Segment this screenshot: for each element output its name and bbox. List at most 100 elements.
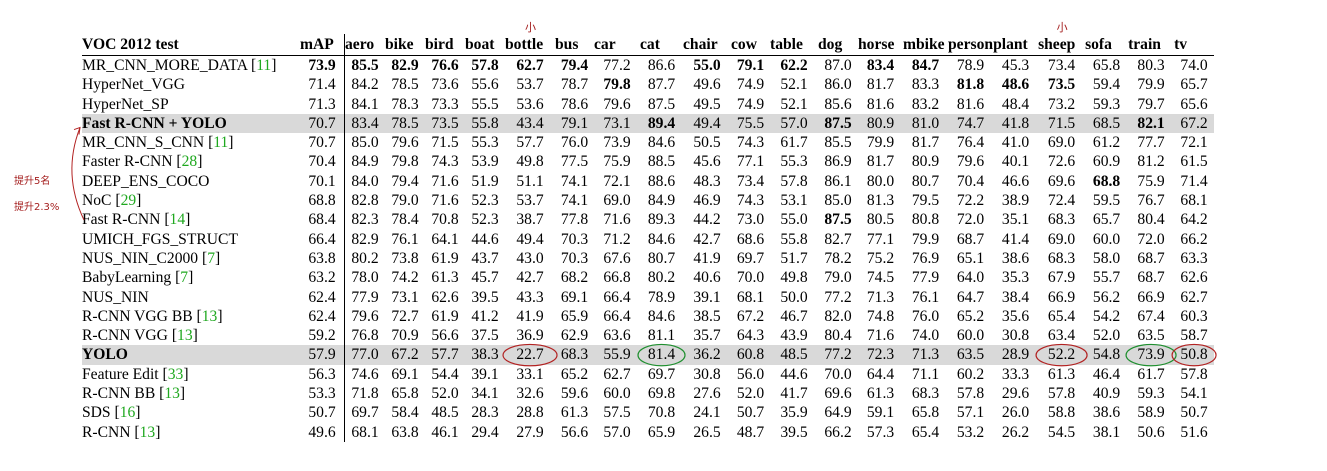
cell-bike: 79.4 (391, 172, 419, 190)
cell-chair: 42.7 (693, 230, 721, 248)
cell-sofa: 60.0 (1092, 230, 1121, 248)
cell-train: 61.7 (1137, 365, 1165, 383)
cell-mAP: 70.7 (300, 133, 345, 153)
cell-dog: 85.6 (824, 95, 852, 113)
citation-link[interactable]: 7 (180, 269, 189, 287)
cell-mAP: 68.8 (300, 191, 345, 211)
cell-bus: 74.1 (560, 172, 589, 190)
citation-link[interactable]: 16 (119, 404, 136, 422)
cell-boat: 45.7 (471, 269, 499, 287)
cell-cat: 89.3 (647, 211, 676, 229)
citation-link[interactable]: 11 (256, 57, 272, 74)
method-name: NUS_NIN_C2000 (82, 249, 199, 267)
cell-bird: 62.6 (431, 288, 459, 306)
cell-bottle: 51.1 (516, 172, 544, 190)
citation-link[interactable]: 14 (169, 211, 186, 229)
citation-link[interactable]: 13 (177, 327, 193, 345)
column-header-aero: aero (344, 34, 385, 56)
cell-tv: 67.2 (1174, 113, 1215, 134)
cell-mAP: 66.4 (300, 229, 345, 249)
citation-link[interactable]: 7 (207, 249, 215, 267)
cell-bus: 70.3 (560, 230, 589, 248)
cell-boat: 28.3 (471, 404, 499, 422)
citation-link[interactable]: 11 (213, 134, 229, 152)
citation-link[interactable]: 13 (201, 307, 218, 325)
cell-chair: 49.4 (683, 113, 731, 134)
citation-link[interactable]: 13 (139, 423, 156, 441)
cell-mAP: 53.3 (300, 384, 345, 404)
cell-bottle: 62.7 (516, 57, 544, 74)
cell-plant: 46.6 (1001, 172, 1030, 190)
table-row: NUS_NIN 62.4 77.9 73.1 62.6 39.5 43.3 69.1 66.4 7… (82, 287, 1214, 307)
cell-boat: 29.4 (471, 423, 499, 441)
cell-mbike: 80.7 (911, 172, 940, 190)
cell-bottle: 32.6 (516, 385, 544, 403)
method-name-cell: DEEP_ENS_COCO (82, 172, 300, 191)
cell-horse: 80.0 (866, 172, 895, 190)
cell-person: 70.4 (956, 172, 985, 190)
cell-tv: 57.8 (1180, 365, 1208, 383)
cell-dog: 77.2 (824, 288, 852, 306)
cell-bird: 57.7 (425, 345, 465, 365)
cell-bike: 79.8 (391, 153, 419, 171)
cell-dog: 86.0 (824, 76, 852, 94)
cell-cow: 73.0 (736, 211, 765, 229)
cell-bottle: 27.9 (516, 423, 544, 441)
column-header-sheep: sheep (1038, 34, 1086, 56)
cell-train: 80.3 (1137, 57, 1165, 74)
cell-sheep: 66.9 (1047, 288, 1076, 306)
method-name: NoC (82, 192, 112, 210)
cell-car: 79.8 (603, 76, 631, 94)
cell-mbike: 80.9 (911, 153, 940, 171)
cell-chair: 49.6 (693, 76, 721, 94)
cell-tv: 60.3 (1180, 307, 1208, 325)
cell-cow: 74.9 (736, 95, 765, 113)
citation-link[interactable]: 29 (120, 192, 137, 210)
cell-sheep: 65.4 (1047, 307, 1076, 325)
cell-cow: 52.0 (736, 385, 765, 403)
cell-horse: 80.5 (866, 211, 895, 229)
cell-table: 57.0 (770, 113, 818, 134)
cell-table: 57.8 (780, 172, 808, 190)
cell-sofa: 56.2 (1092, 288, 1121, 306)
citation-link[interactable]: 28 (181, 153, 198, 171)
table-row: Feature Edit [33] 56.3 74.6 69.1 54.4 39.1 33.… (82, 364, 1214, 385)
cell-chair: 45.6 (693, 153, 721, 171)
cell-plant: 41.4 (1001, 230, 1030, 248)
cell-mAP: 70.4 (300, 152, 345, 172)
citation-link[interactable]: 13 (164, 385, 180, 403)
cell-plant: 38.6 (1001, 249, 1030, 267)
cell-dog: 82.7 (824, 230, 852, 248)
column-header-table: table (770, 34, 818, 56)
cell-dog: 78.2 (824, 249, 852, 267)
citation-link[interactable]: 33 (167, 365, 184, 383)
cell-bus: 65.9 (560, 307, 589, 325)
method-name-cell: SDS [16] (82, 404, 141, 422)
cell-sofa: 55.7 (1092, 269, 1121, 287)
cell-sheep: 61.3 (1047, 365, 1076, 383)
cell-sofa: 54.8 (1085, 345, 1129, 365)
cell-car: 57.0 (603, 423, 631, 441)
cell-cow: 75.5 (731, 113, 770, 134)
cell-boat: 51.9 (471, 172, 499, 190)
cell-boat: 52.3 (471, 211, 499, 229)
cell-plant: 35.1 (1001, 211, 1030, 229)
cell-car: 73.1 (594, 113, 640, 134)
cell-horse: 71.3 (866, 288, 895, 306)
cell-sofa: 68.5 (1085, 113, 1129, 134)
method-name: NUS_NIN (82, 288, 149, 306)
cell-person: 60.0 (956, 327, 985, 345)
cell-train: 68.7 (1137, 269, 1165, 287)
cell-mAP: 50.7 (300, 403, 345, 423)
cell-bird: 73.3 (431, 95, 459, 113)
table-row: HyperNet_VGG 71.4 84.2 78.5 73.6 55.6 53.7 78.7… (82, 75, 1214, 95)
cell-mAP: 63.8 (300, 248, 345, 269)
cell-person: 64.0 (956, 269, 985, 287)
cell-plant: 35.6 (1001, 307, 1030, 325)
method-name: R-CNN (82, 423, 131, 441)
column-header-horse: horse (858, 34, 903, 56)
column-header-train: train (1128, 34, 1175, 56)
cell-sofa: 61.2 (1092, 134, 1121, 152)
cell-cow: 70.0 (736, 269, 765, 287)
cell-mAP: 62.4 (300, 306, 345, 327)
